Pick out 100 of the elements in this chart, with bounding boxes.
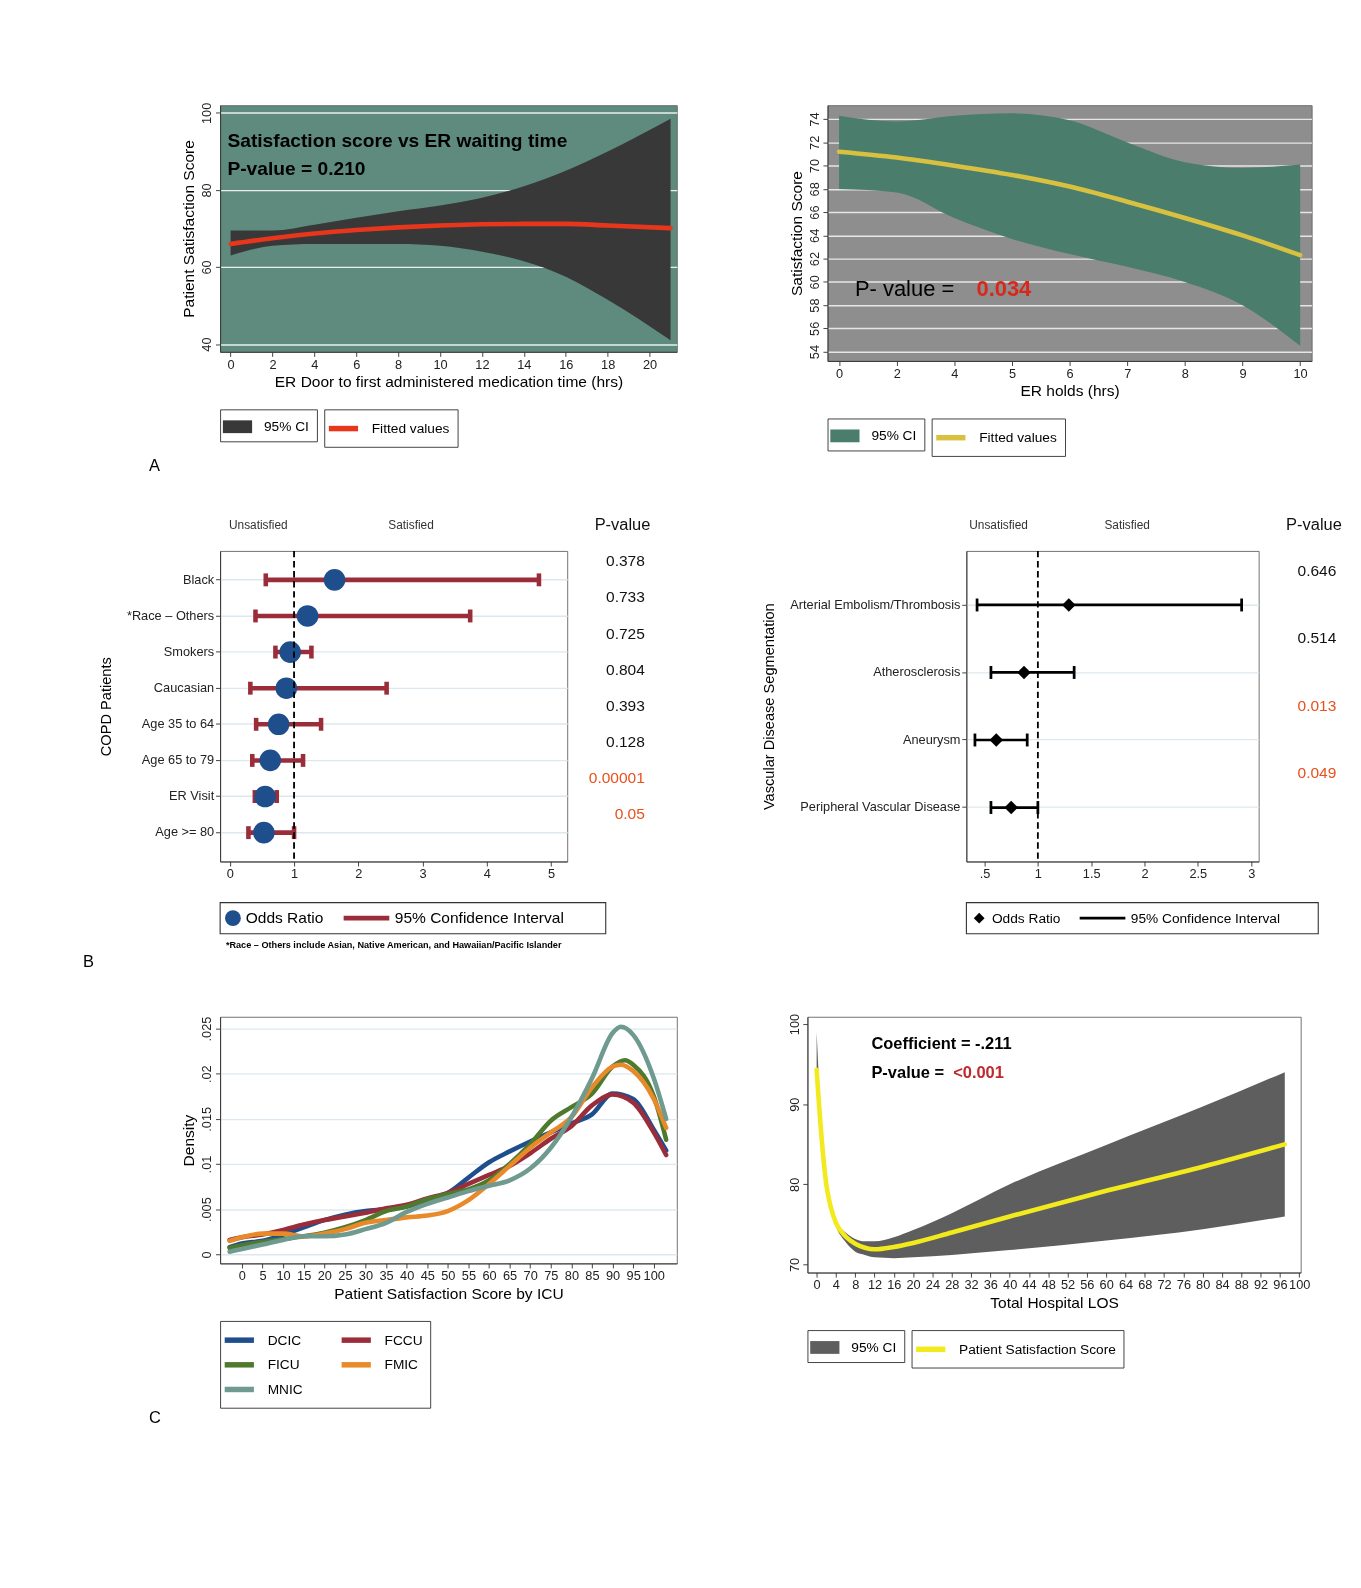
text: 0.393 [606,696,645,714]
legend-label: 95% CI [871,428,917,444]
text: Satisfied [1104,518,1150,533]
y-tick-label: Age 65 to 79 [141,752,215,768]
text: 0.00001 [588,769,645,787]
legend-label: FICU [267,1357,300,1373]
x-tick-label: 52 [1060,1277,1076,1293]
y-tick-label: 72 [806,135,822,150]
text: *Race – Others include Asian, Native American, and Hawaiian/Pacific Islander [225,940,562,951]
y-tick-label: .015 [199,1106,215,1132]
y-tick-label: Peripheral Vascular Disease [800,799,961,815]
x-tick-label: 40 [1003,1277,1018,1293]
x-tick-label: 64 [1118,1277,1134,1293]
annotation: P-value = [871,1063,945,1082]
line-series [814,1067,1288,1252]
x-tick-label: 40 [400,1268,415,1284]
legend-label: Patient Satisfaction Score [959,1341,1116,1357]
x-tick-label: 4 [311,356,319,372]
x-tick-label: 18 [601,356,616,372]
annotation: P- value = [854,275,955,301]
y-tick-label: .005 [199,1197,215,1223]
x-tick-label: 16 [559,356,574,372]
x-tick-label: 0 [226,866,234,882]
x-tick-label: 2 [1141,866,1149,882]
y-tick-label: 70 [786,1257,802,1273]
annotation: P-value = 0.210 [227,157,366,179]
y-tick-label: Black [182,571,215,587]
text: 0.049 [1297,764,1337,782]
x-tick-label: 88 [1234,1277,1249,1293]
point [254,785,276,808]
x-tick-label: 0 [227,356,235,372]
x-tick-label: 85 [585,1268,600,1284]
x-tick-label: 20 [906,1277,921,1293]
legend-label: Odds Ratio [991,910,1061,926]
x-tick-label: 4 [483,866,491,882]
y-tick-label: 70 [806,159,822,174]
text: P-value [594,514,651,533]
y-tick-label: .01 [199,1155,215,1174]
x-tick-label: 3 [419,866,427,882]
x-tick-label: 48 [1041,1277,1056,1293]
text: Unsatisfied [228,518,288,533]
x-tick-label: 68 [1138,1277,1153,1293]
x-tick-label: 95 [626,1268,641,1284]
legend-label: MNIC [267,1382,303,1398]
y-tick-label: Aneurysm [903,731,961,747]
x-tick-label: 32 [964,1277,979,1293]
point [275,677,298,699]
x-tick-label: 8 [395,356,403,372]
text: 95% Confidence Interval [1130,910,1280,926]
x-tick-label: 25 [338,1268,353,1284]
text: 0.514 [1297,629,1337,647]
point [253,821,275,844]
text: 95% Confidence Interval [394,908,564,926]
y-tick-label: *Race – Others [126,607,215,623]
x-tick-label: 60 [482,1268,497,1284]
x-tick-label: 75 [544,1268,559,1284]
text: Satisfied [388,518,434,533]
x-tick-label: 50 [441,1268,456,1284]
x-tick-label: 15 [297,1268,312,1284]
y-tick-label: 100 [786,1013,802,1036]
y-tick-label: Atherosclerosis [873,664,961,680]
annotation: Satisfaction score vs ER waiting time [227,130,568,152]
legend-label: 95% CI [263,419,309,435]
line-series [228,221,673,247]
x-tick-label: 84 [1215,1277,1230,1293]
y-axis-title: COPD Patients [98,657,115,757]
point [267,713,290,736]
annotation: Coefficient = -.211 [871,1033,1012,1052]
text: B [83,951,95,970]
y-axis-title: Vascular Disease Segmentation [761,603,778,811]
text: Unsatisfied [969,518,1028,533]
text: 0.804 [606,660,646,678]
line-series [227,1024,669,1254]
x-tick-label: 16 [887,1277,902,1293]
x-tick-label: 100 [643,1268,665,1284]
y-axis-title: Satisfaction Score [787,171,805,297]
x-tick-label: 36 [983,1277,998,1293]
x-tick-label: 5 [259,1268,267,1284]
legend-label: Fitted values [371,421,450,437]
x-tick-label: 45 [420,1268,435,1284]
x-tick-label: 80 [564,1268,579,1284]
x-tick-label: 70 [523,1268,538,1284]
x-axis-title: ER holds (hrs) [1020,382,1120,400]
line-series [836,149,1303,258]
text: 0.013 [1297,696,1337,714]
x-tick-label: 4 [832,1277,840,1293]
point [296,605,319,627]
y-tick-label: 64 [806,228,822,243]
x-axis-title: Patient Satisfaction Score by ICU [334,1284,564,1302]
text: 0.725 [606,624,645,642]
text: 0.646 [1297,561,1337,579]
x-tick-label: 60 [1099,1277,1114,1293]
text: 0.128 [606,732,645,750]
x-tick-label: .5 [979,866,991,882]
point [1062,598,1076,612]
x-tick-label: 2 [269,356,277,372]
legend-label: DCIC [267,1332,302,1348]
x-tick-label: 20 [317,1268,332,1284]
x-tick-label: 8 [852,1277,860,1293]
x-tick-label: 4 [951,365,959,381]
